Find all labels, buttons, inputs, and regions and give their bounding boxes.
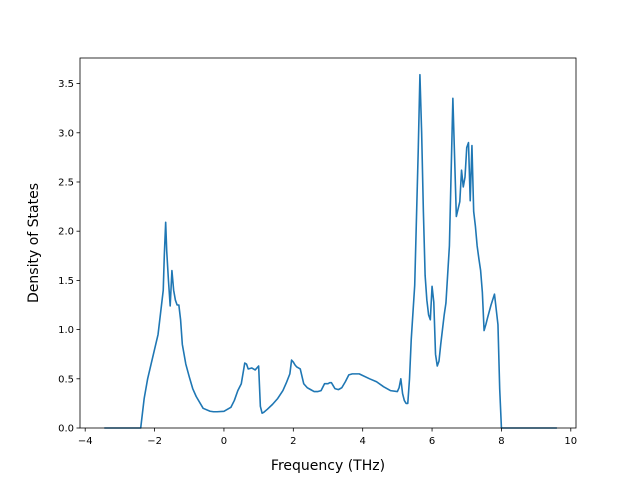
x-tick-label: −4 [78,436,93,447]
y-tick-label: 0.5 [58,374,74,385]
x-tick-label: −2 [147,436,162,447]
x-tick-label: 4 [359,436,365,447]
y-tick-label: 1.5 [58,276,74,287]
x-tick-label: 0 [221,436,227,447]
x-axis-title: Frequency (THz) [271,458,385,474]
x-axis-ticks: −4 −2 0 2 4 6 8 10 [78,428,577,447]
y-tick-label: 2.5 [58,177,74,188]
x-tick-label: 10 [564,436,577,447]
x-tick-label: 2 [290,436,296,447]
y-tick-label: 0.0 [58,424,74,435]
y-axis-ticks: 0.0 0.5 1.0 1.5 2.0 2.5 3.0 3.5 [58,79,80,435]
y-tick-label: 1.0 [58,325,74,336]
x-tick-label: 6 [429,436,435,447]
axes-frame [79,57,577,429]
y-tick-label: 2.0 [58,227,74,238]
y-tick-label: 3.0 [58,128,74,139]
y-tick-label: 3.5 [58,79,74,90]
plot-area [104,73,557,429]
y-axis-title: Density of States [26,183,42,303]
series-line-0 [104,73,557,429]
x-tick-label: 8 [498,436,504,447]
